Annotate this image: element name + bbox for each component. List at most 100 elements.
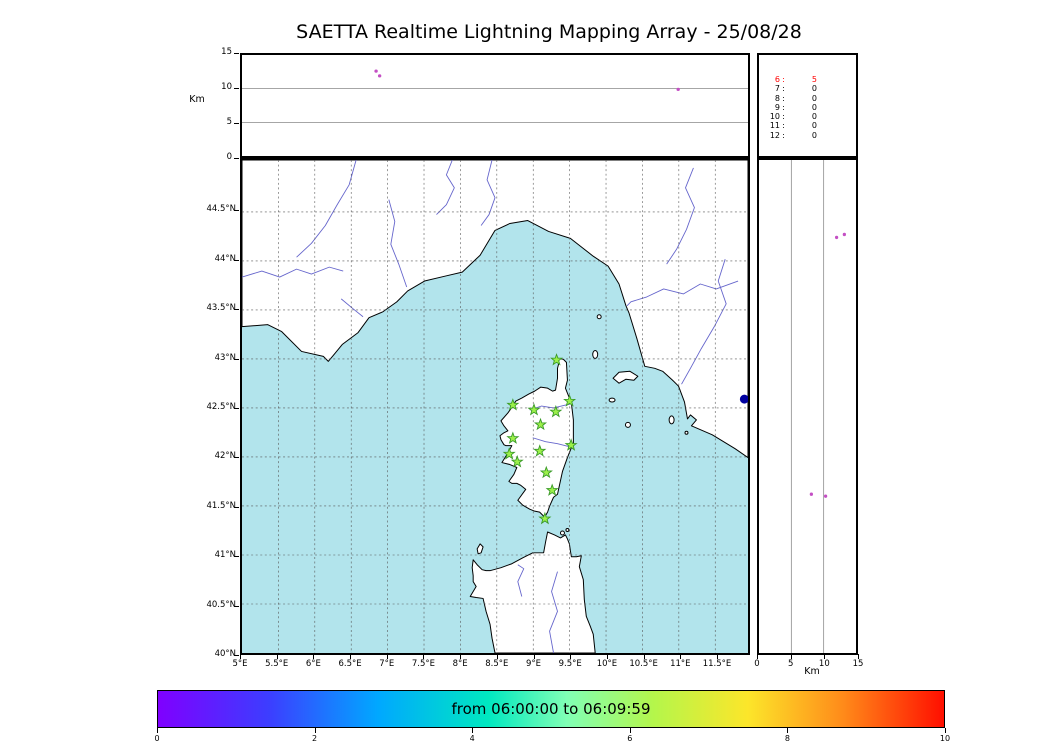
count-value: 0 xyxy=(811,93,817,103)
lat-tick-label: 43°N xyxy=(214,352,236,363)
colorbar-tick-label: 0 xyxy=(154,734,160,743)
lon-tick xyxy=(313,654,315,659)
alt-axis-tick-label: 10 xyxy=(221,82,232,92)
river xyxy=(681,259,727,385)
hourly-counts-panel: 6: 5 7: 0 8: 0 9: 0 10: 0 11: 0 12: 0 xyxy=(757,53,858,158)
lon-tick-label: 10°E xyxy=(596,659,618,669)
lon-tick-label: 6°E xyxy=(305,659,321,669)
alt-axis-tick xyxy=(234,88,239,89)
count-value: 5 xyxy=(811,75,817,84)
lon-tick xyxy=(460,654,462,659)
river xyxy=(517,564,525,597)
lma-station-star xyxy=(545,483,559,496)
alt-axis-tick xyxy=(234,123,239,124)
hour-count-row: 6: 5 xyxy=(759,75,856,84)
map-source-points xyxy=(739,394,748,404)
right-panel-tick-label: 0 xyxy=(754,659,760,669)
lma-station-star xyxy=(538,511,552,525)
lon-tick-label: 10.5°E xyxy=(629,659,658,669)
lat-tick-label: 44.5°N xyxy=(206,204,236,215)
lon-tick xyxy=(423,654,425,659)
source-point xyxy=(676,87,680,91)
island-pianosa xyxy=(608,397,616,403)
lat-tick-label: 42.5°N xyxy=(206,401,236,412)
colon: : xyxy=(782,102,785,112)
lon-tick-label: 11°E xyxy=(670,659,691,669)
source-point xyxy=(809,492,814,496)
river xyxy=(549,571,558,653)
hour-count-row: 12: 0 xyxy=(759,131,856,140)
alt-axis-tick-label: 15 xyxy=(221,47,232,57)
altitude-latitude-panel xyxy=(757,158,858,655)
lma-station-star xyxy=(550,353,563,366)
hour-value: 12 xyxy=(769,130,780,140)
lon-tick xyxy=(606,654,608,659)
right-panel-tick xyxy=(757,654,758,659)
count-value: 0 xyxy=(811,102,817,112)
river xyxy=(388,199,408,288)
right-panel-tick-label: 10 xyxy=(818,659,830,669)
lma-station-star xyxy=(533,417,548,431)
map-gridlines xyxy=(242,160,748,653)
river xyxy=(626,280,739,307)
lat-tick-label: 40.5°N xyxy=(206,599,236,610)
hour-count-row: 11: 0 xyxy=(759,121,856,130)
island-gorgona xyxy=(596,314,602,320)
lat-tick xyxy=(234,556,239,558)
page-title: SAETTA Realtime Lightning Mapping Array … xyxy=(296,21,802,43)
island-elba xyxy=(612,370,639,384)
lon-tick xyxy=(350,654,352,659)
landmasses xyxy=(242,160,748,653)
lon-tick xyxy=(570,654,572,659)
right-panel-tick-label: 5 xyxy=(787,659,794,669)
lat-tick xyxy=(234,655,239,656)
colorbar-tick xyxy=(157,728,158,733)
top-panel-ylabel: Km xyxy=(189,94,205,105)
alt-axis-tick-label: 5 xyxy=(226,117,232,127)
lma-station-star xyxy=(539,465,553,479)
island-giglio xyxy=(668,415,675,425)
lon-tick-label: 9°E xyxy=(526,659,542,669)
corsica xyxy=(499,357,574,518)
altitude-time-panel xyxy=(240,53,750,158)
colorbar-tick-label: 10 xyxy=(939,734,951,743)
right-panel-xlabel: Km xyxy=(804,666,820,677)
colorbar-tick xyxy=(787,728,789,733)
count-value: 0 xyxy=(811,121,817,131)
lon-tick-label: 6.5°E xyxy=(338,659,362,669)
lat-tick xyxy=(234,605,239,607)
mainland-coastline xyxy=(242,160,748,459)
lon-tick xyxy=(496,654,498,659)
hour-count-row: 8: 0 xyxy=(759,94,856,103)
colon: : xyxy=(782,130,785,140)
river xyxy=(296,160,357,258)
lma-station-star xyxy=(506,431,520,444)
source-point xyxy=(377,74,382,78)
colon: : xyxy=(782,112,785,122)
count-value: 0 xyxy=(811,112,817,122)
hour-value: 6 xyxy=(774,75,780,84)
lma-station-star xyxy=(564,438,578,451)
lat-tick xyxy=(234,358,239,360)
alt-axis-tick-label: 0 xyxy=(226,152,232,162)
colorbar-gradient xyxy=(158,691,944,727)
lat-tick xyxy=(234,506,239,508)
colorbar-tick-label: 2 xyxy=(312,734,318,743)
colorbar-tick-label: 4 xyxy=(469,734,475,743)
lon-tick-label: 7°E xyxy=(379,659,395,669)
island-giannutri xyxy=(684,430,689,435)
altitude-latitude-plot xyxy=(790,160,846,653)
map-panel xyxy=(240,158,750,655)
alt-axis-tick xyxy=(234,158,239,159)
hour-value: 10 xyxy=(769,112,780,122)
hour-value: 8 xyxy=(774,93,780,103)
right-panel-tick xyxy=(790,654,792,659)
hour-value: 11 xyxy=(769,121,780,131)
right-panel-tick-label: 15 xyxy=(852,659,864,669)
lon-tick-label: 11.5°E xyxy=(702,659,732,669)
lon-tick xyxy=(386,654,388,659)
colorbar-tick xyxy=(629,728,631,733)
colorbar-label: from 06:00:00 to 06:09:59 xyxy=(451,700,651,718)
source-point xyxy=(834,235,839,240)
